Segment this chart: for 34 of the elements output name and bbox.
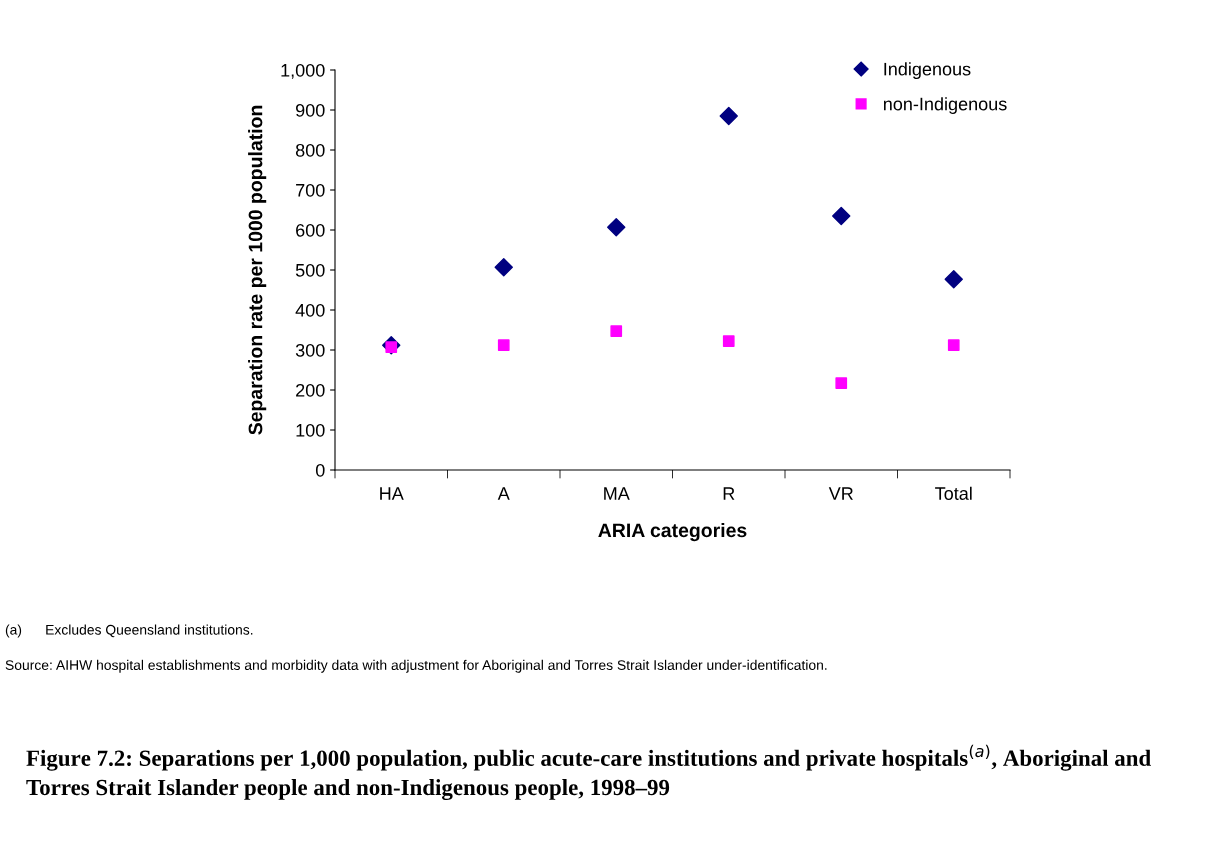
y-tick-label: 700 — [296, 183, 325, 197]
legend-label: Indigenous — [884, 62, 971, 80]
point — [832, 206, 851, 226]
x-tick-label: MA — [604, 487, 630, 500]
point — [947, 339, 960, 352]
x-tick-label: HA — [380, 487, 404, 500]
point — [835, 377, 848, 390]
y-tick-label: 600 — [296, 223, 325, 237]
point — [494, 257, 513, 277]
y-tick-label: 800 — [295, 143, 325, 157]
y-tick-label: 300 — [295, 343, 325, 357]
x-tick-label: Total — [935, 486, 972, 500]
point — [722, 335, 735, 348]
legend-label: non-Indigenous — [883, 97, 1007, 114]
x-tick-label: R — [723, 487, 735, 500]
y-tick-label: 1,000 — [281, 63, 325, 79]
y-tick-label: 400 — [295, 303, 325, 317]
x-tick-label: VR — [828, 487, 853, 500]
source-note: Source: AIHW hospital establishments and morbidity data with adjustment for Aboriginal and Torres Strait Islander under-identification. — [5, 659, 827, 673]
y-tick-label: 500 — [295, 263, 325, 277]
y-tick-label: 200 — [296, 383, 325, 397]
y-tick-label: 900 — [296, 103, 325, 117]
y-axis-title: Separation rate per 1000 population — [248, 105, 267, 435]
point — [719, 106, 738, 126]
point — [610, 325, 623, 338]
point — [944, 269, 963, 289]
x-tick-label: A — [497, 487, 510, 500]
point — [497, 339, 510, 352]
y-tick-label: 0 — [315, 463, 325, 477]
text: (a) Excludes Queensland institutions. — [5, 624, 253, 638]
x-axis-title: ARIA categories — [598, 522, 747, 542]
chart-title: Figure 7.2: Separations per 1,000 population, public acute-care institutions and private hospitals$^{(a)}$, Aboriginal and Torres Strait Islander people and non-Indigenous people, 1998–99 — [26, 744, 1151, 801]
y-tick-label: 100 — [296, 423, 325, 437]
point — [607, 217, 626, 237]
